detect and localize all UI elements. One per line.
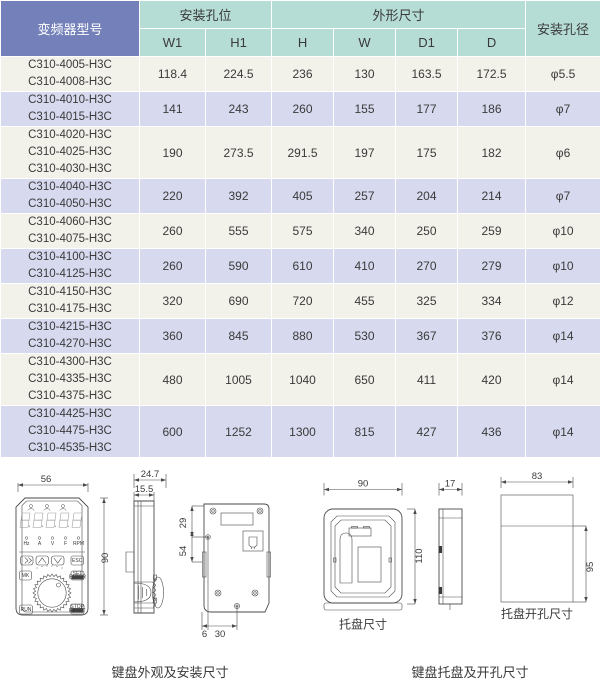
- svg-text:54: 54: [178, 546, 189, 557]
- svg-text:RESET: RESET: [69, 608, 86, 614]
- svg-text:ESC: ESC: [72, 558, 83, 564]
- svg-text:托盘开孔尺寸: 托盘开孔尺寸: [501, 606, 573, 621]
- svg-text:90: 90: [100, 553, 111, 564]
- svg-text:MK: MK: [22, 573, 30, 579]
- svg-text:30: 30: [215, 629, 226, 640]
- svg-text:95: 95: [585, 562, 596, 573]
- svg-text:RUN: RUN: [21, 607, 32, 613]
- svg-text:24.7: 24.7: [141, 469, 160, 480]
- svg-text:110: 110: [414, 548, 425, 563]
- svg-text:F: F: [64, 541, 67, 547]
- svg-text:6: 6: [202, 629, 207, 640]
- svg-text:Hz: Hz: [23, 541, 30, 547]
- svg-text:83: 83: [532, 471, 543, 482]
- svg-text:17: 17: [445, 479, 456, 490]
- svg-text:29: 29: [178, 518, 189, 529]
- svg-text:90: 90: [358, 479, 369, 490]
- svg-text:A: A: [38, 541, 42, 547]
- svg-text:托盘尺寸: 托盘尺寸: [339, 617, 387, 632]
- svg-text:ENTER: ENTER: [69, 575, 86, 581]
- svg-text:RPM: RPM: [73, 541, 84, 547]
- svg-text:56: 56: [41, 474, 52, 485]
- svg-text:15.5: 15.5: [135, 484, 154, 495]
- svg-text:V: V: [51, 541, 55, 547]
